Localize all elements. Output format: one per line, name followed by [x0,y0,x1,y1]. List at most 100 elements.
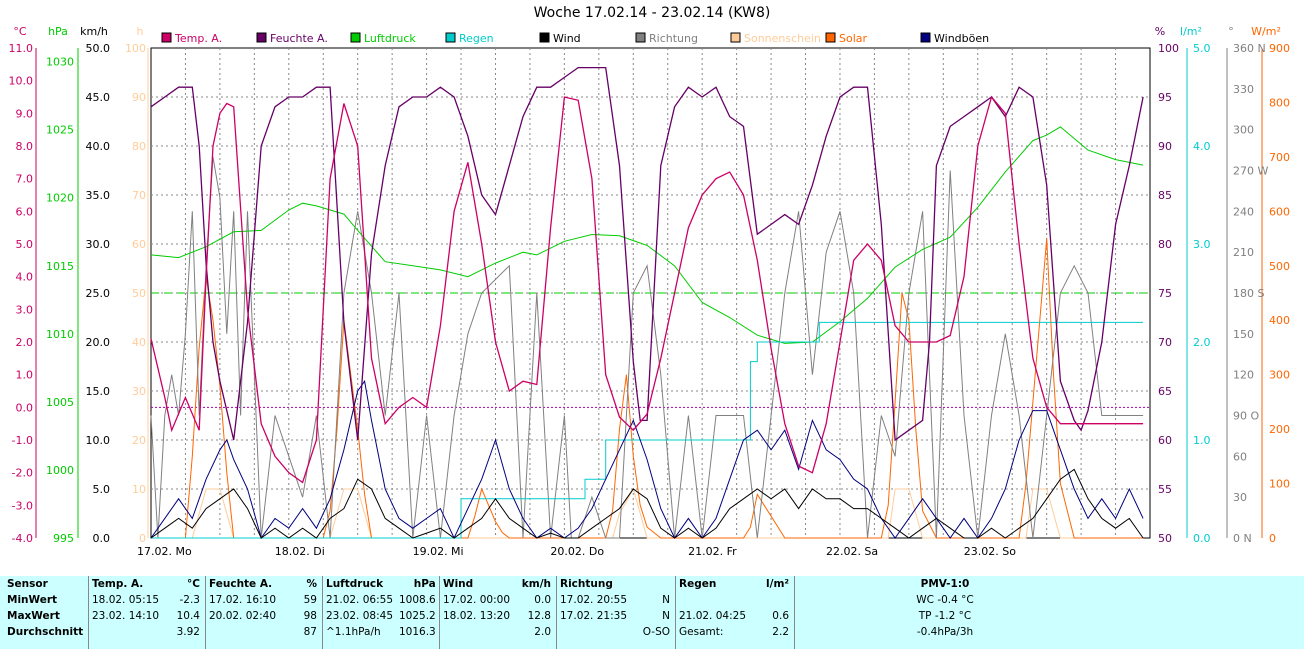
tick-label-sun: 20 [132,434,146,447]
hum-avg-time [206,624,296,640]
tick-label-wind: 45.0 [86,91,111,104]
dir-max-value: N [662,610,670,622]
x-tick-label: 22.02. Sa [826,545,878,558]
axis-unit-temp: °C [13,25,27,38]
legend-label: Solar [839,32,868,45]
stats-humidity-column: Feuchte A.% 17.02. 16:10 59 20.02. 02:40 9… [206,576,323,649]
series-line-wind [150,468,1144,539]
tick-label-pressure: 1005 [46,396,74,409]
rain-header: Regen [679,578,717,590]
pmv-pressure-trend: -0.4hPa/3h [916,626,974,638]
tick-label-direction: 90 O [1233,410,1259,423]
pmv-header: PMV-1:0 [920,578,970,590]
sensor-header: Sensor [7,578,48,590]
tick-label-humidity: 50 [1158,532,1172,545]
tick-label-direction: 180 S [1233,287,1264,300]
temp-min-time: 18.02. 05:15 [92,594,159,606]
x-tick-label: 21.02. Fr [688,545,737,558]
tick-label-pressure: 1020 [46,192,74,205]
tick-label-direction: 120 [1233,369,1254,382]
tick-label-direction: 270 W [1233,165,1268,178]
series-layer [150,66,1144,540]
stats-panel: Sensor MinWert MaxWert Durchschnitt Temp… [0,576,1304,649]
legend-label: Regen [459,32,494,45]
tick-label-direction: 210 [1233,246,1254,259]
x-tick-label: 23.02. So [964,545,1016,558]
tick-label-wind: 0.0 [93,532,111,545]
chart-title: Woche 17.02.14 - 23.02.14 (KW8) [533,5,771,21]
row-label-min: MinWert [7,594,58,606]
row-label-avg: Durchschnitt [7,626,84,638]
rain-max-time: 21.02. 04:25 [679,610,746,622]
tick-label-humidity: 80 [1158,238,1172,251]
tick-label-sun: 0 [139,532,146,545]
series-line-temp-a- [150,95,1144,484]
legend-swatch [161,32,172,43]
tick-label-pressure: 1030 [46,56,74,69]
tick-label-sun: 40 [132,336,146,349]
tick-label-wind: 50.0 [86,42,111,55]
tick-label-sun: 10 [132,483,146,496]
tick-label-temp: 4.0 [16,271,34,284]
tick-label-solar: 300 [1269,369,1290,382]
tick-label-wind: 20.0 [86,336,111,349]
series-line-feuchte-a- [150,66,1144,442]
hum-avg-value: 87 [303,626,317,638]
hum-min-value: 59 [303,594,317,606]
tick-label-wind: 5.0 [93,483,111,496]
tick-label-solar: 700 [1269,151,1290,164]
tick-label-direction: 330 [1233,83,1254,96]
tick-label-humidity: 90 [1158,140,1172,153]
tick-label-humidity: 60 [1158,434,1172,447]
hum-min-time: 17.02. 16:10 [209,594,276,606]
tick-label-solar: 900 [1269,42,1290,55]
legend-layer: Temp. A. Feuchte A. Luftdruck Regen Wind Rich… [161,32,989,45]
tick-label-wind: 30.0 [86,238,111,251]
row-label-max: MaxWert [7,610,60,622]
tick-label-temp: 5.0 [16,238,34,251]
series-line-sonnenschein [151,487,1144,539]
tick-label-pressure: 1000 [46,464,74,477]
weather-chart: °C 11.0 10.0 9.0 8.0 7.0 6.0 5.0 4.0 3.0 2.0 1.0 0.0… [9,25,1291,558]
series-line-solar [151,238,1144,539]
dir-min-value: N [662,594,670,606]
rain-max-value: 0.6 [772,610,789,622]
legend-swatch [730,32,741,43]
hum-unit: % [306,578,317,590]
tick-label-wind: 25.0 [86,287,111,300]
tick-label-rain: 2.0 [1193,336,1211,349]
tick-label-wind: 10.0 [86,434,111,447]
stats-rain-column: Regen l/m² 21.02. 04:25 0.6 Gesamt: 2.2 [676,576,795,649]
rain-min-time [676,592,759,608]
dir-min-time: 17.02. 20:55 [560,594,627,606]
wind-max-time: 18.02. 13:20 [443,610,510,622]
press-unit: hPa [413,578,436,590]
x-tick-label: 19.02. Mi [413,545,464,558]
tick-label-rain: 5.0 [1193,42,1211,55]
temp-avg-value: 3.92 [176,626,200,638]
tick-label-humidity: 55 [1158,483,1172,496]
press-min-value: 1008.6 [399,594,436,606]
tick-label-solar: 200 [1269,423,1290,436]
stats-direction-column: Richtung 17.02. 20:55 N 17.02. 21:35 N O-S… [557,576,676,649]
tick-label-direction: 360 N [1233,42,1266,55]
tick-label-sun: 100 [125,42,146,55]
x-tick-label: 17.02. Mo [137,545,192,558]
tick-label-direction: 60 [1233,450,1247,463]
tick-label-solar: 0 [1269,532,1276,545]
legend-label: Luftdruck [364,32,416,45]
legend-swatch [920,32,931,43]
press-avg-value: 1016.3 [399,626,436,638]
tick-label-sun: 60 [132,238,146,251]
tick-label-sun: 90 [132,91,146,104]
tick-label-wind: 35.0 [86,189,111,202]
tick-label-pressure: 1015 [46,260,74,273]
tick-label-solar: 400 [1269,314,1290,327]
press-max-value: 1025.2 [399,610,436,622]
stats-temp-column: Temp. A. °C 18.02. 05:15 -2.3 23.02. 14:10… [89,576,206,649]
axis-unit-sun: h [137,25,144,38]
tick-label-temp: -4.0 [12,532,33,545]
rain-unit: l/m² [766,578,789,590]
hum-header: Feuchte A. [209,578,273,590]
tick-label-temp: 10.0 [9,75,34,88]
